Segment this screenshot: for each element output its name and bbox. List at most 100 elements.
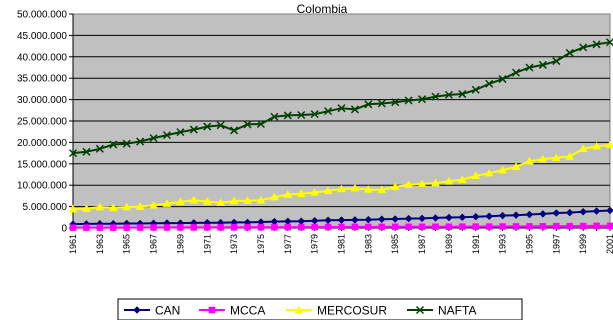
y-tick-label: 25.000.000 [17,117,67,128]
data-point-mercosur [551,153,561,162]
data-point-nafta [216,121,225,130]
data-point-nafta-stroke [68,149,78,158]
legend-label-mercosur: MERCOSUR [317,304,387,318]
data-point-nafta-stroke [391,98,400,107]
data-point-nafta-stroke [418,95,427,104]
data-point-nafta-stroke [404,96,413,105]
data-point-nafta [364,100,373,109]
x-tick-label: 1993 [498,234,508,254]
data-point-nafta [579,43,588,52]
data-point-nafta [109,140,118,149]
x-tick-label: 1973 [229,234,239,254]
data-point-mcca [257,223,265,231]
y-tick-label: 15.000.000 [17,159,67,170]
data-point-mcca [526,223,533,230]
data-point-nafta-stroke [511,68,521,77]
data-point-can [471,212,480,221]
data-point-mcca [204,224,211,231]
data-point-nafta-stroke [176,128,185,137]
data-point-nafta [391,98,400,107]
x-tick-label: 1967 [149,234,159,254]
data-point-nafta [404,96,413,105]
data-point-nafta [95,144,104,153]
data-point-nafta [444,90,453,99]
legend-marker-mercosur [294,305,304,314]
y-tick-label: 50.000.000 [17,10,67,21]
data-point-mcca [499,223,506,230]
data-point-mcca [83,224,90,231]
x-tick-label: 1975 [256,234,266,254]
y-tick-label: 35.000.000 [17,74,67,85]
data-point-mercosur [162,199,172,207]
data-point-mercosur [565,152,575,160]
data-point-mcca [539,223,547,230]
data-point-mcca [445,223,453,230]
legend-label-nafta: NAFTA [438,304,476,318]
data-point-nafta-stroke [552,57,561,66]
data-point-mcca [338,223,345,231]
data-point-mcca [217,224,224,231]
data-point-can [592,207,601,215]
data-point-mcca [391,223,399,231]
data-point-mcca [566,222,573,230]
data-point-nafta-stroke [256,119,265,129]
data-point-nafta [592,40,601,49]
data-point-nafta [203,122,212,131]
data-point-nafta-stroke [283,111,292,120]
data-point-nafta-stroke [162,131,172,140]
data-point-nafta-stroke [498,75,507,84]
data-point-nafta [418,95,427,104]
data-point-nafta-stroke [270,112,279,121]
data-point-can [418,214,426,223]
data-point-mercosur [108,203,118,212]
data-point-mercosur [68,204,78,213]
data-point-nafta-stroke [592,40,601,49]
y-tick-label: 40.000.000 [17,52,67,63]
x-tick-label: 1977 [283,234,293,254]
data-point-mcca [96,224,104,231]
data-point-mercosur [511,162,521,171]
data-point-mercosur [471,171,481,180]
data-point-nafta-stroke [310,110,319,119]
data-point-nafta-stroke [95,144,104,153]
legend-label-mcca: MCCA [230,304,265,318]
data-point-can [552,209,561,217]
data-point-nafta-stroke [243,120,252,129]
data-point-nafta [283,111,292,120]
data-point-mercosur [417,179,427,188]
data-point-mercosur [538,154,548,163]
x-tick-label: 1985 [390,234,400,254]
gridlines [73,34,610,208]
data-point-mercosur [404,180,414,189]
data-point-mcca [606,222,613,230]
data-point-mcca [69,224,77,231]
legend-item-mcca: MCCA [199,304,265,318]
data-point-nafta [324,107,333,116]
data-point-nafta-stroke [136,137,145,146]
data-point-mercosur [269,192,279,201]
legend-box [117,298,523,320]
y-tick-label: 30.000.000 [17,95,67,106]
data-point-mcca [365,223,372,231]
data-point-nafta-stroke [579,43,588,52]
x-tick-label: 1971 [202,234,212,254]
data-point-can [337,216,346,224]
data-point-nafta [149,134,158,143]
data-point-nafta-stroke [337,104,346,113]
data-point-can [579,207,588,216]
data-point-nafta [136,137,145,146]
data-point-nafta [297,110,306,120]
data-point-nafta [162,131,172,140]
data-point-nafta-stroke [565,48,574,57]
x-tick-label: 1961 [68,234,78,254]
data-point-can [525,210,534,219]
data-point-mercosur [175,197,185,206]
data-point-nafta [565,48,574,57]
legend-marker-nafta [415,305,425,315]
data-point-mcca [123,224,130,231]
data-point-nafta [270,112,279,121]
data-point-nafta [498,75,507,84]
data-point-mercosur [296,189,306,198]
data-point-mcca [405,223,412,231]
